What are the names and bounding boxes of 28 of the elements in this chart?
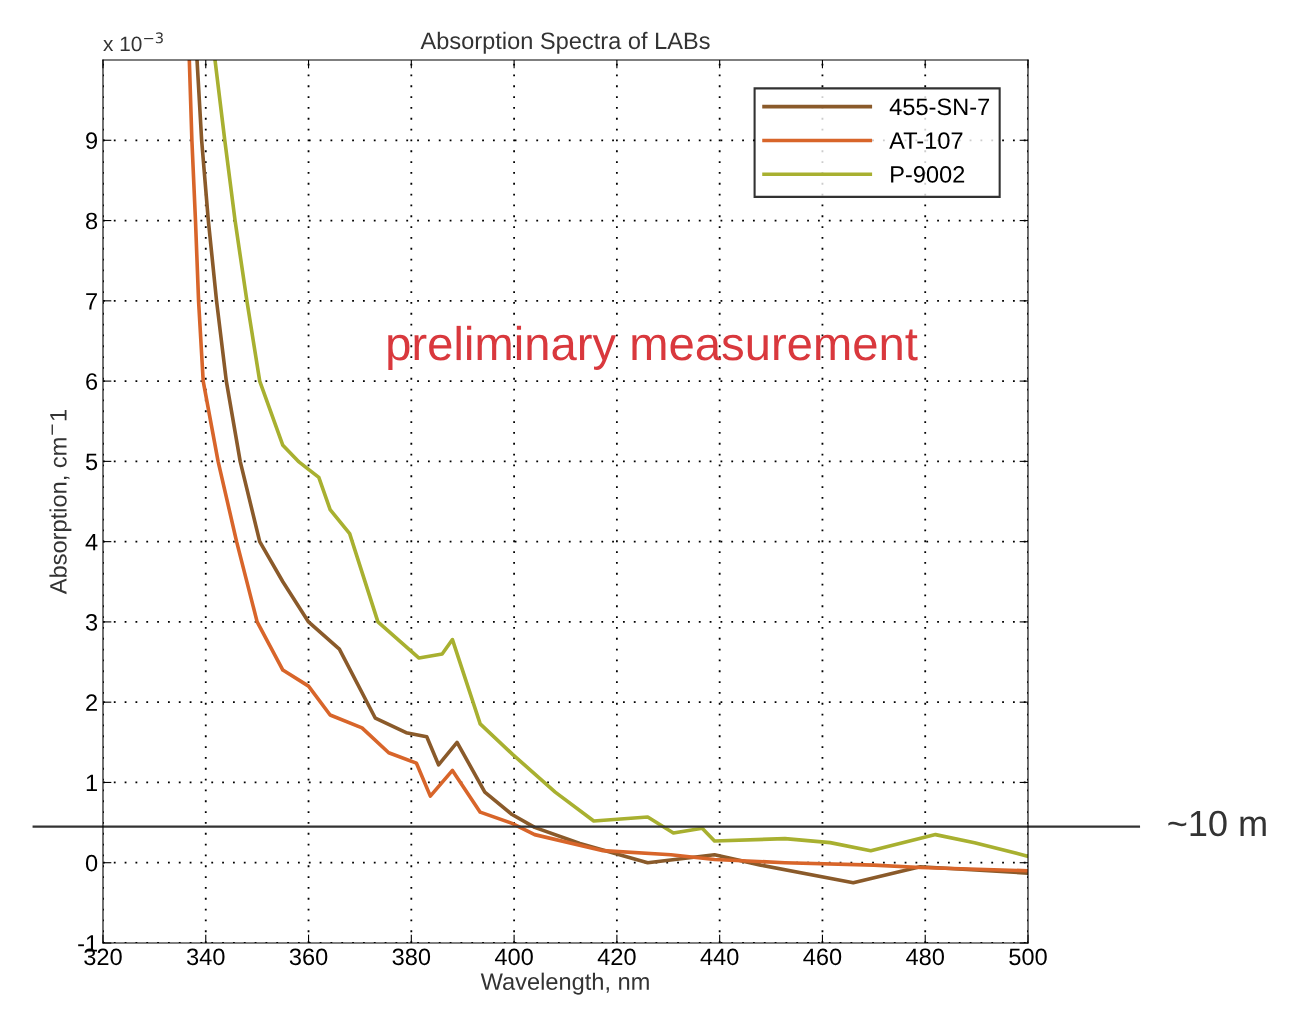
y-tick-label: 5	[85, 453, 98, 471]
y-tick-label: 8	[86, 212, 98, 230]
y-tick-label: 7	[86, 293, 97, 310]
x-tick-label: 400	[494, 948, 533, 966]
x-tick-label: 440	[700, 948, 739, 966]
ref-line-label: ~10 m	[1168, 810, 1266, 837]
x-tick-label: 460	[803, 948, 842, 966]
y-tick-label: 2	[86, 694, 97, 711]
x-tick-label: 480	[906, 948, 944, 966]
y-tick-label: 6	[86, 373, 98, 390]
x-tick-label: 380	[392, 948, 431, 966]
x-axis-title: Wavelength, nm	[480, 972, 649, 995]
legend-label: 455-SN-7	[889, 98, 990, 116]
y-tick-label: 9	[86, 132, 97, 150]
x-tick-label: 360	[289, 948, 328, 966]
text: x 10$^{−3}$	[103, 32, 163, 52]
y-tick-label: 1	[86, 774, 97, 791]
legend-label: AT-107	[889, 132, 963, 149]
annotation: preliminary measurement	[388, 325, 918, 370]
y-axis-title: Absorption, cm$^{−}$1	[49, 410, 72, 595]
x-tick-label: 420	[597, 948, 636, 966]
y-tick-label: 4	[85, 533, 98, 551]
chart-title: Absorption Spectra of LABs	[420, 31, 710, 54]
legend-label: P-9002	[891, 166, 965, 183]
x-tick-label: 340	[186, 948, 225, 966]
x-tick-label: 500	[1009, 948, 1047, 966]
y-tick-label: 3	[85, 613, 98, 631]
y-tick-label: 0	[85, 854, 98, 872]
